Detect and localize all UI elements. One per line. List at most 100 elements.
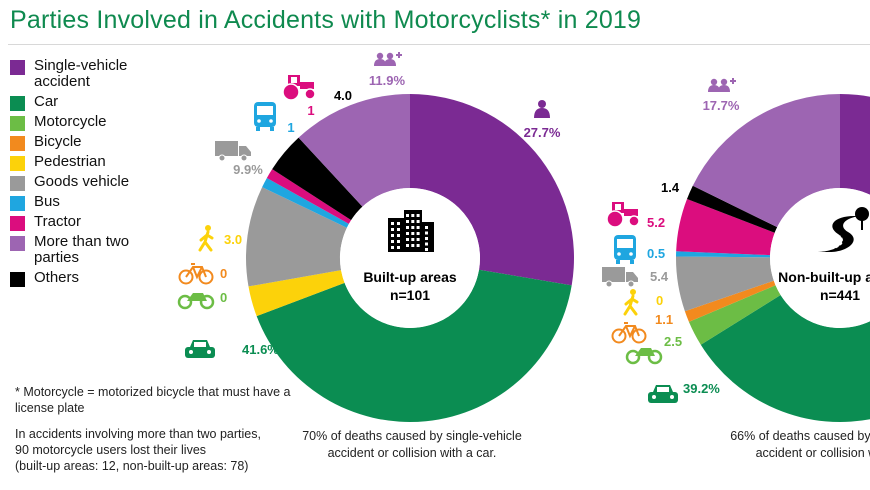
legend-swatch [10, 176, 25, 191]
data-label: 27.7% [524, 125, 561, 140]
donut-subtitle: n=441 [820, 287, 860, 303]
donut-slice [684, 280, 776, 322]
data-label: 1.4 [661, 180, 680, 195]
data-label: 0 [220, 266, 227, 281]
legend-label: Bus [34, 193, 60, 210]
legend-item: Pedestrian [10, 153, 210, 171]
tractor-icon [282, 75, 316, 101]
pedestrian-icon [198, 225, 214, 252]
road-icon [816, 207, 869, 252]
legend-item: Car [10, 93, 210, 111]
motorcycle-icon [625, 348, 663, 365]
truck-icon [602, 267, 638, 288]
legend-item: Goods vehicle [10, 173, 210, 191]
legend-swatch [10, 136, 25, 151]
data-label: 5.2 [647, 215, 665, 230]
data-label: 11.9% [369, 73, 406, 88]
bicycle-icon [611, 322, 647, 344]
data-label: 0.5 [647, 246, 665, 261]
legend-label: Pedestrian [34, 153, 106, 170]
data-label: 0 [656, 293, 663, 308]
data-label: 17.7% [703, 98, 740, 113]
legend-label: Others [34, 269, 80, 286]
donut-title: Built-up areas [363, 269, 457, 285]
data-label: 0 [220, 290, 227, 305]
caption-non-built-up: 66% of deaths caused by single-vehicle a… [730, 429, 870, 460]
buildings-icon [388, 210, 434, 252]
legend-item: More than two parties [10, 234, 210, 266]
caption-built-up: 70% of deaths caused by single-vehicle a… [302, 429, 522, 460]
donut-hole [770, 188, 870, 328]
legend-swatch [10, 156, 25, 171]
legend-label: Single-vehicle accident [34, 57, 128, 90]
data-label: 39.2% [683, 381, 720, 396]
legend-item: Motorcycle [10, 113, 210, 131]
donut-slice [840, 94, 870, 195]
donut-slice [298, 94, 410, 207]
data-label: 1.1 [655, 312, 673, 327]
data-label: 9.9% [233, 162, 263, 177]
legend-label: Tractor [34, 213, 81, 230]
donut-slice [688, 285, 781, 345]
donut-slice [686, 185, 778, 233]
footnote-note: In accidents involving more than two par… [15, 427, 261, 473]
person-icon [534, 100, 550, 118]
footnote-definition: * Motorcycle = motorized bicycle that mu… [15, 385, 291, 415]
pedestrian-icon [623, 289, 639, 316]
data-label: 2.5 [664, 334, 682, 349]
donut-slice [676, 256, 774, 312]
donut-subtitle: n=101 [390, 287, 430, 303]
data-label: 4.0 [334, 88, 352, 103]
motorcycle-icon [177, 293, 215, 310]
legend-swatch [10, 236, 25, 251]
truck-icon [215, 141, 251, 162]
legend-item: Bus [10, 193, 210, 211]
donut-slice [262, 177, 349, 228]
donut-slice [248, 270, 345, 317]
chart-title: Parties Involved in Accidents with Motor… [10, 6, 642, 34]
car-icon [648, 385, 678, 403]
data-label: 3.0 [224, 232, 242, 247]
bicycle-icon [178, 263, 214, 285]
legend-swatch [10, 60, 25, 75]
legend-label: Car [34, 93, 59, 110]
donut-hole [340, 188, 480, 328]
donut-slice [246, 187, 347, 287]
data-label: 1 [307, 103, 314, 118]
donut-slice [256, 269, 572, 422]
legend-item: Bicycle [10, 133, 210, 151]
donut-slice [676, 198, 775, 256]
donut-slice [410, 94, 574, 286]
legend-swatch [10, 96, 25, 111]
legend-label: Bicycle [34, 133, 82, 150]
data-label: 41.6% [242, 342, 279, 357]
data-label: 5.4 [650, 269, 669, 284]
legend-swatch [10, 196, 25, 211]
legend-label: Goods vehicle [34, 173, 130, 190]
donut-slice [676, 251, 771, 258]
legend-swatch [10, 272, 25, 287]
legend-item: Others [10, 269, 210, 287]
legend-item: Tractor [10, 213, 210, 231]
legend: Single-vehicle accident Car Motorcycle Bicy… [10, 58, 210, 290]
donut-title: Non-built-up areas [778, 269, 870, 285]
legend-label: Motorcycle [34, 113, 107, 130]
group-icon [708, 78, 736, 92]
title-divider [8, 44, 870, 45]
donut-slice [266, 169, 352, 224]
donut-slice [692, 93, 840, 228]
legend-item: Single-vehicle accident [10, 58, 210, 90]
legend-label: More than two parties [34, 233, 130, 266]
bus-icon [614, 235, 636, 264]
group-icon [374, 52, 402, 66]
legend-swatch [10, 216, 25, 231]
bus-icon [254, 102, 276, 131]
donut-slice [272, 137, 363, 221]
data-label: 1 [287, 120, 294, 135]
car-icon [185, 340, 215, 358]
donut-slice [700, 295, 870, 422]
tractor-icon [606, 202, 640, 228]
legend-swatch [10, 116, 25, 131]
